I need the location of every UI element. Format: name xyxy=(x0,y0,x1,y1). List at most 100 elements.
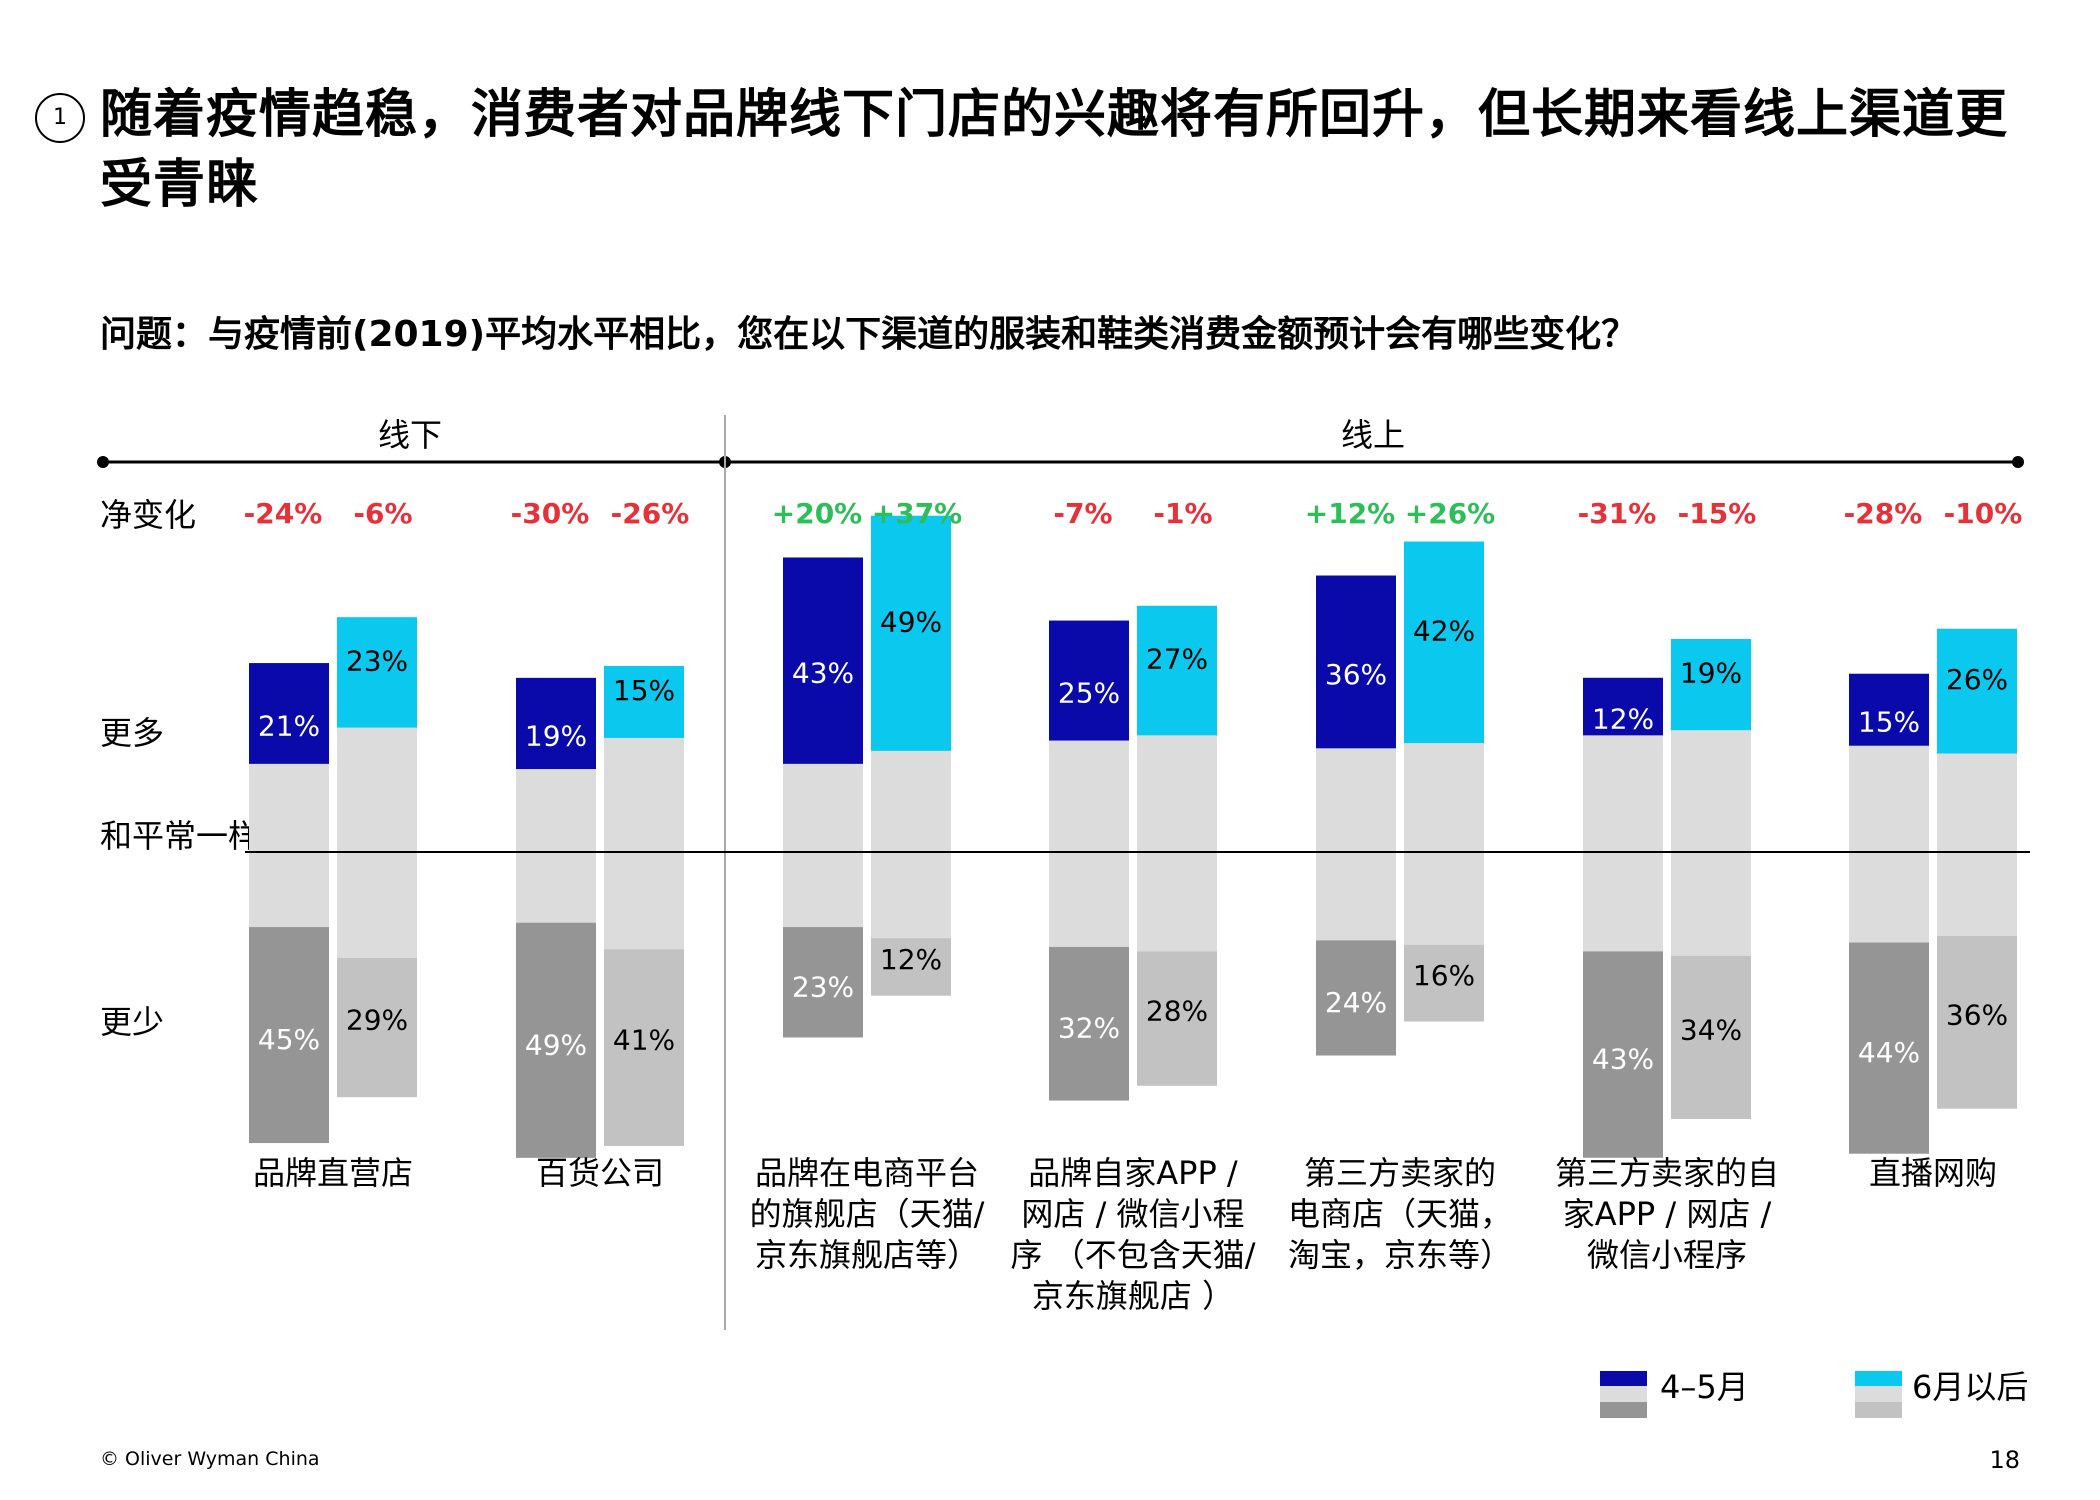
bar-less-1-cat4 xyxy=(1049,946,1129,1101)
bar-same-1-cat3 xyxy=(783,763,863,928)
copyright-footer: © Oliver Wyman China xyxy=(100,1448,320,1470)
legend-swatch-same-1 xyxy=(1600,1386,1647,1402)
label-less-1-cat1: 45% xyxy=(258,1023,320,1056)
label-less-2-cat6: 34% xyxy=(1680,1013,1742,1046)
bar-same-1-cat6 xyxy=(1583,735,1663,952)
legend-swatch-more-2 xyxy=(1855,1371,1902,1386)
survey-question: 问题：与疫情前(2019)平均水平相比，您在以下渠道的服装和鞋类消费金额预计会有… xyxy=(100,314,1638,355)
label-less-2-cat1: 29% xyxy=(346,1004,408,1037)
bar-more-1-cat2 xyxy=(516,677,596,770)
category-label-line: 电商店（天猫， xyxy=(1287,1195,1512,1233)
legend-swatch-same-2 xyxy=(1855,1386,1902,1402)
legend-swatch-more-1 xyxy=(1600,1371,1647,1386)
label-more-1-cat5: 36% xyxy=(1325,658,1387,691)
legend-label-period2: 6月以后 xyxy=(1912,1368,2029,1406)
bar-more-2-cat1 xyxy=(337,617,417,728)
net-change-2-cat6: -15% xyxy=(1678,497,1757,530)
net-change-2-cat3: +37% xyxy=(872,497,962,530)
row-label-same: 和平常一样 xyxy=(100,817,261,855)
label-less-1-cat4: 32% xyxy=(1058,1012,1120,1045)
bar-same-2-cat6 xyxy=(1671,730,1751,956)
label-less-2-cat3: 12% xyxy=(880,943,942,976)
label-more-2-cat2: 15% xyxy=(613,674,675,707)
category-label-3: 品牌在电商平台 的旗舰店（天猫/京东旗舰店等） xyxy=(727,1153,1007,1276)
category-label-line: 的旗舰店（天猫/ xyxy=(749,1195,985,1233)
label-less-1-cat5: 24% xyxy=(1325,986,1387,1019)
net-change-2-cat7: -10% xyxy=(1944,497,2023,530)
bar-more-1-cat5 xyxy=(1316,575,1396,749)
bar-more-1-cat7 xyxy=(1849,673,1929,746)
bar-less-1-cat5 xyxy=(1316,940,1396,1056)
label-more-1-cat6: 12% xyxy=(1592,703,1654,736)
bar-same-2-cat5 xyxy=(1404,743,1484,945)
net-change-1-cat1: -24% xyxy=(244,497,323,530)
net-change-2-cat1: -6% xyxy=(353,497,412,530)
category-label-line: 淘宝，京东等） xyxy=(1287,1236,1512,1274)
bar-more-1-cat3 xyxy=(783,557,863,764)
label-less-1-cat3: 23% xyxy=(792,970,854,1003)
title-number-badge: 1 xyxy=(35,93,85,143)
category-label-4: 品牌自家APP / 网店 / 微信小程序 （不包含天猫/京东旗舰店 ） xyxy=(993,1153,1273,1317)
bar-less-2-cat3 xyxy=(871,938,951,996)
label-more-2-cat6: 19% xyxy=(1680,657,1742,690)
label-less-2-cat5: 16% xyxy=(1413,959,1475,992)
bar-less-2-cat5 xyxy=(1404,944,1484,1022)
bar-less-2-cat2 xyxy=(604,949,684,1146)
net-change-1-cat2: -30% xyxy=(511,497,590,530)
bar-more-2-cat6 xyxy=(1671,638,1751,731)
legend-label-period1: 4–5月 xyxy=(1660,1368,1749,1406)
bar-more-1-cat6 xyxy=(1583,677,1663,736)
category-label-line: 家APP / 网店 / xyxy=(1562,1195,1772,1233)
label-less-1-cat7: 44% xyxy=(1858,1036,1920,1069)
group-label-offline: 线下 xyxy=(377,416,442,454)
net-change-2-cat4: -1% xyxy=(1153,497,1212,530)
label-more-2-cat1: 23% xyxy=(346,644,408,677)
category-label-line: 品牌在电商平台 xyxy=(754,1154,979,1192)
bar-more-2-cat7 xyxy=(1937,628,2017,754)
category-label-6: 第三方卖家的自 家APP / 网店 / 微信小程序 xyxy=(1527,1153,1807,1276)
bar-same-1-cat4 xyxy=(1049,740,1129,947)
label-more-2-cat7: 26% xyxy=(1946,663,2008,696)
net-change-2-cat5: +26% xyxy=(1405,497,1495,530)
label-more-2-cat4: 27% xyxy=(1146,643,1208,676)
bar-less-1-cat1 xyxy=(249,927,329,1144)
category-label-line: 京东旗舰店 ） xyxy=(1031,1277,1235,1315)
net-change-1-cat3: +20% xyxy=(772,497,862,530)
category-label-line: 网店 / 微信小程 xyxy=(1021,1195,1245,1233)
bar-same-1-cat2 xyxy=(516,769,596,923)
category-label-7: 直播网购 xyxy=(1793,1153,2073,1194)
bar-same-2-cat3 xyxy=(871,750,951,939)
page-number: 18 xyxy=(1989,1446,2020,1474)
label-more-1-cat7: 15% xyxy=(1858,706,1920,739)
label-more-2-cat5: 42% xyxy=(1413,614,1475,647)
bar-same-1-cat5 xyxy=(1316,748,1396,941)
legend-swatch-less-2 xyxy=(1855,1402,1902,1418)
label-more-2-cat3: 49% xyxy=(880,605,942,638)
label-more-1-cat1: 21% xyxy=(258,709,320,742)
legend-swatch-less-1 xyxy=(1600,1402,1647,1418)
category-label-5: 第三方卖家的 电商店（天猫， 淘宝，京东等） xyxy=(1260,1153,1540,1276)
bar-more-2-cat5 xyxy=(1404,541,1484,744)
bar-same-2-cat4 xyxy=(1137,735,1217,952)
category-label-line: 第三方卖家的自 xyxy=(1554,1154,1779,1192)
net-change-2-cat2: -26% xyxy=(611,497,690,530)
category-label-line: 微信小程序 xyxy=(1586,1236,1747,1274)
category-label-2: 百货公司 xyxy=(460,1153,740,1194)
row-label-less: 更少 xyxy=(100,1003,165,1041)
category-label-line: 品牌自家APP / xyxy=(1028,1154,1238,1192)
category-label-line: 序 （不包含天猫/ xyxy=(1010,1236,1256,1274)
label-less-2-cat2: 41% xyxy=(613,1024,675,1057)
category-label-1: 品牌直营店 xyxy=(193,1153,473,1194)
net-change-1-cat7: -28% xyxy=(1844,497,1923,530)
category-label-line: 第三方卖家的 xyxy=(1303,1154,1496,1192)
row-label-more: 更多 xyxy=(100,714,165,752)
bar-more-2-cat2 xyxy=(604,665,684,738)
bar-less-2-cat4 xyxy=(1137,951,1217,1086)
label-more-1-cat2: 19% xyxy=(525,719,587,752)
bar-same-2-cat7 xyxy=(1937,753,2017,936)
net-change-1-cat5: +12% xyxy=(1305,497,1395,530)
category-label-line: 百货公司 xyxy=(535,1154,664,1192)
label-more-1-cat4: 25% xyxy=(1058,677,1120,710)
bar-same-1-cat1 xyxy=(249,763,329,928)
category-label-line: 京东旗舰店等） xyxy=(754,1236,979,1274)
